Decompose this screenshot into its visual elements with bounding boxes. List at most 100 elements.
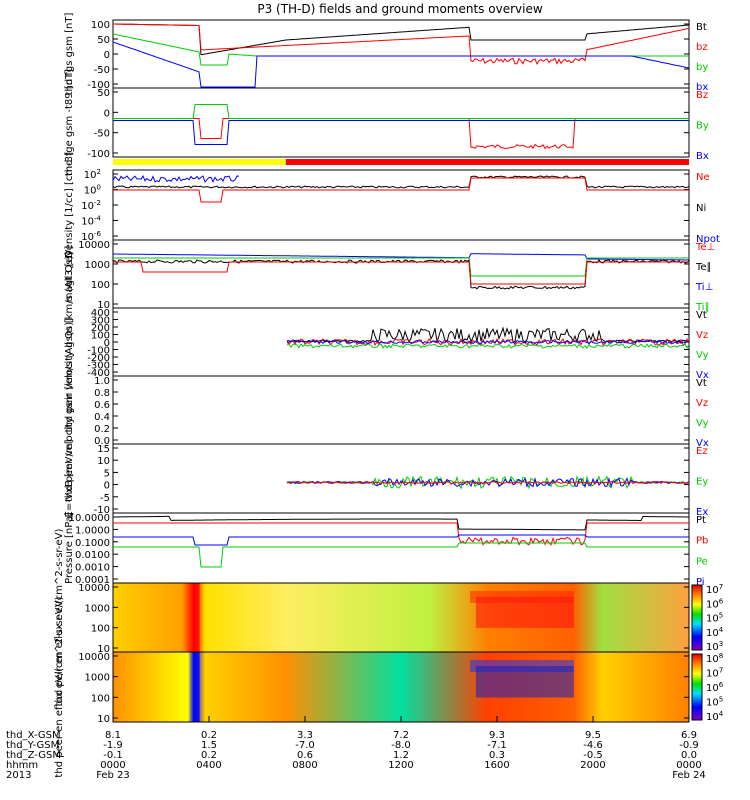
spectrogram-band xyxy=(470,660,574,662)
legend-by: by xyxy=(696,62,708,73)
legend-Vt: Vt xyxy=(696,378,707,389)
eph-value: -1.9 xyxy=(103,740,123,751)
eph-value: -8.0 xyxy=(391,740,411,751)
y-axis-label: thd fgs gsm [nT] xyxy=(64,13,75,96)
legend-Pe: Pe xyxy=(696,556,708,567)
y-tick-label: 50 xyxy=(97,35,110,46)
y-tick-label: 100 xyxy=(91,20,110,31)
y-tick-label: -10 xyxy=(94,505,110,516)
y-axis-label: thd fge gsm -t89 [nT] xyxy=(64,69,75,176)
legend-Vz: Vz xyxy=(696,330,708,341)
spectrogram-core xyxy=(475,666,574,698)
colorbar-tick-label: 106 xyxy=(706,681,724,694)
ni-trace xyxy=(112,175,690,189)
vy-trace xyxy=(287,343,690,350)
y-tick-label: 0.2 xyxy=(94,424,110,435)
eph-value: 1600 xyxy=(484,760,509,771)
y-tick-label: 10 xyxy=(97,300,110,311)
colorbar xyxy=(691,584,703,651)
date-left: Feb 23 xyxy=(96,770,130,781)
legend-Vt: Vt xyxy=(696,310,707,321)
y-tick-label: 1000 xyxy=(85,603,110,614)
ne-trace xyxy=(113,177,689,203)
y-tick-label: -100 xyxy=(87,346,110,357)
y-tick-label: 10 xyxy=(97,644,110,655)
y-tick-label: 10-4 xyxy=(81,215,101,228)
pe-trace xyxy=(113,542,689,568)
bt-trace xyxy=(113,23,690,56)
eph-value: 3.3 xyxy=(297,730,313,741)
eph-value: 0000 xyxy=(676,760,701,771)
legend-bz: bz xyxy=(696,42,708,53)
colorbar-tick-label: 105 xyxy=(706,612,723,625)
y-tick-label: 200 xyxy=(91,323,110,334)
eph-value: -7.1 xyxy=(487,740,507,751)
panel-frame-4 xyxy=(112,239,690,309)
colorbar-tick-label: 108 xyxy=(706,652,723,665)
y-tick-label: 10-2 xyxy=(81,199,101,212)
y-tick-label: 0.8 xyxy=(94,388,110,399)
legend-Vx: Vx xyxy=(696,438,709,449)
y-tick-label: -50 xyxy=(94,129,110,140)
y-tick-label: 0.4 xyxy=(94,412,110,423)
status-flag-yellow xyxy=(113,159,286,165)
eph-value: 0.0 xyxy=(681,750,697,761)
eph-value: 7.2 xyxy=(393,730,409,741)
legend-Te∥: Te∥ xyxy=(695,262,712,273)
spectrogram-1 xyxy=(113,583,689,652)
pb-trace xyxy=(113,522,689,546)
by-trace-2 xyxy=(113,104,689,119)
colorbar-tick-label: 106 xyxy=(706,597,724,610)
eph-value: -0.9 xyxy=(679,740,699,751)
y-tick-label: 0.0010 xyxy=(75,563,110,574)
y-tick-label: -5 xyxy=(100,493,110,504)
legend-Vy: Vy xyxy=(696,350,709,361)
eph-label-3: hhmm xyxy=(6,760,38,771)
ti-par-trace xyxy=(113,257,689,277)
colorbar xyxy=(691,653,703,721)
eph-value: 1200 xyxy=(388,760,413,771)
y-tick-label: -300 xyxy=(87,361,110,372)
y-tick-label: 0.0 xyxy=(94,436,110,447)
eph-value: 2000 xyxy=(580,760,605,771)
y-tick-label: 5 xyxy=(104,468,110,479)
spectrogram-band xyxy=(470,662,574,664)
y-tick-label: 0 xyxy=(104,108,110,119)
y-tick-label: 0 xyxy=(104,481,110,492)
bx-trace-2 xyxy=(113,120,689,145)
spectrogram-2 xyxy=(113,652,689,722)
y-axis-label: Pressure [nPa] xyxy=(64,512,75,584)
legend-Ni: Ni xyxy=(696,203,706,214)
eph-value: 1.5 xyxy=(201,740,217,751)
colorbar-tick-label: 104 xyxy=(706,626,724,639)
status-flag-red xyxy=(285,159,689,165)
panel-frame-7 xyxy=(112,443,690,514)
y-axis-label: Density [1/cc] [cm-3] xyxy=(64,152,75,258)
eph-value: -0.1 xyxy=(103,750,123,761)
legend-Pb: Pb xyxy=(696,536,708,547)
legend-Te⊥: Te⊥ xyxy=(695,242,715,253)
legend-Ey: Ey xyxy=(696,477,708,488)
y-tick-label: 10.0000 xyxy=(69,513,110,524)
eph-value: 0.3 xyxy=(489,750,505,761)
ez-trace xyxy=(286,480,690,485)
bz-trace xyxy=(113,23,690,65)
y-axis-label: thd peir en eflux eV/(cm^2-s-sr-eV) xyxy=(54,529,65,707)
eph-label-4: 2013 xyxy=(6,770,31,781)
legend-By: By xyxy=(696,121,709,132)
legend-Pt: Pt xyxy=(696,515,706,526)
legend-Ti⊥: Ti⊥ xyxy=(695,282,713,293)
y-tick-label: 0.1000 xyxy=(75,538,110,549)
eph-value: 0000 xyxy=(100,760,125,771)
y-tick-label: 0 xyxy=(104,50,110,61)
y-tick-label: 400 xyxy=(91,308,110,319)
legend-bx: bx xyxy=(696,82,708,93)
y-axis-label: thd peer velocity gsm [km/s (All Qs)] xyxy=(64,318,75,502)
legend-Ti∥: Ti∥ xyxy=(695,302,710,313)
y-axis-label: magt3 [eV] xyxy=(64,246,75,303)
eph-value: 1.2 xyxy=(393,750,409,761)
y-tick-label: 100 xyxy=(91,280,110,291)
spectrogram-stripe xyxy=(193,583,200,652)
y-tick-label: 0.0001 xyxy=(75,575,110,586)
y-tick-label: 10000 xyxy=(78,583,110,594)
